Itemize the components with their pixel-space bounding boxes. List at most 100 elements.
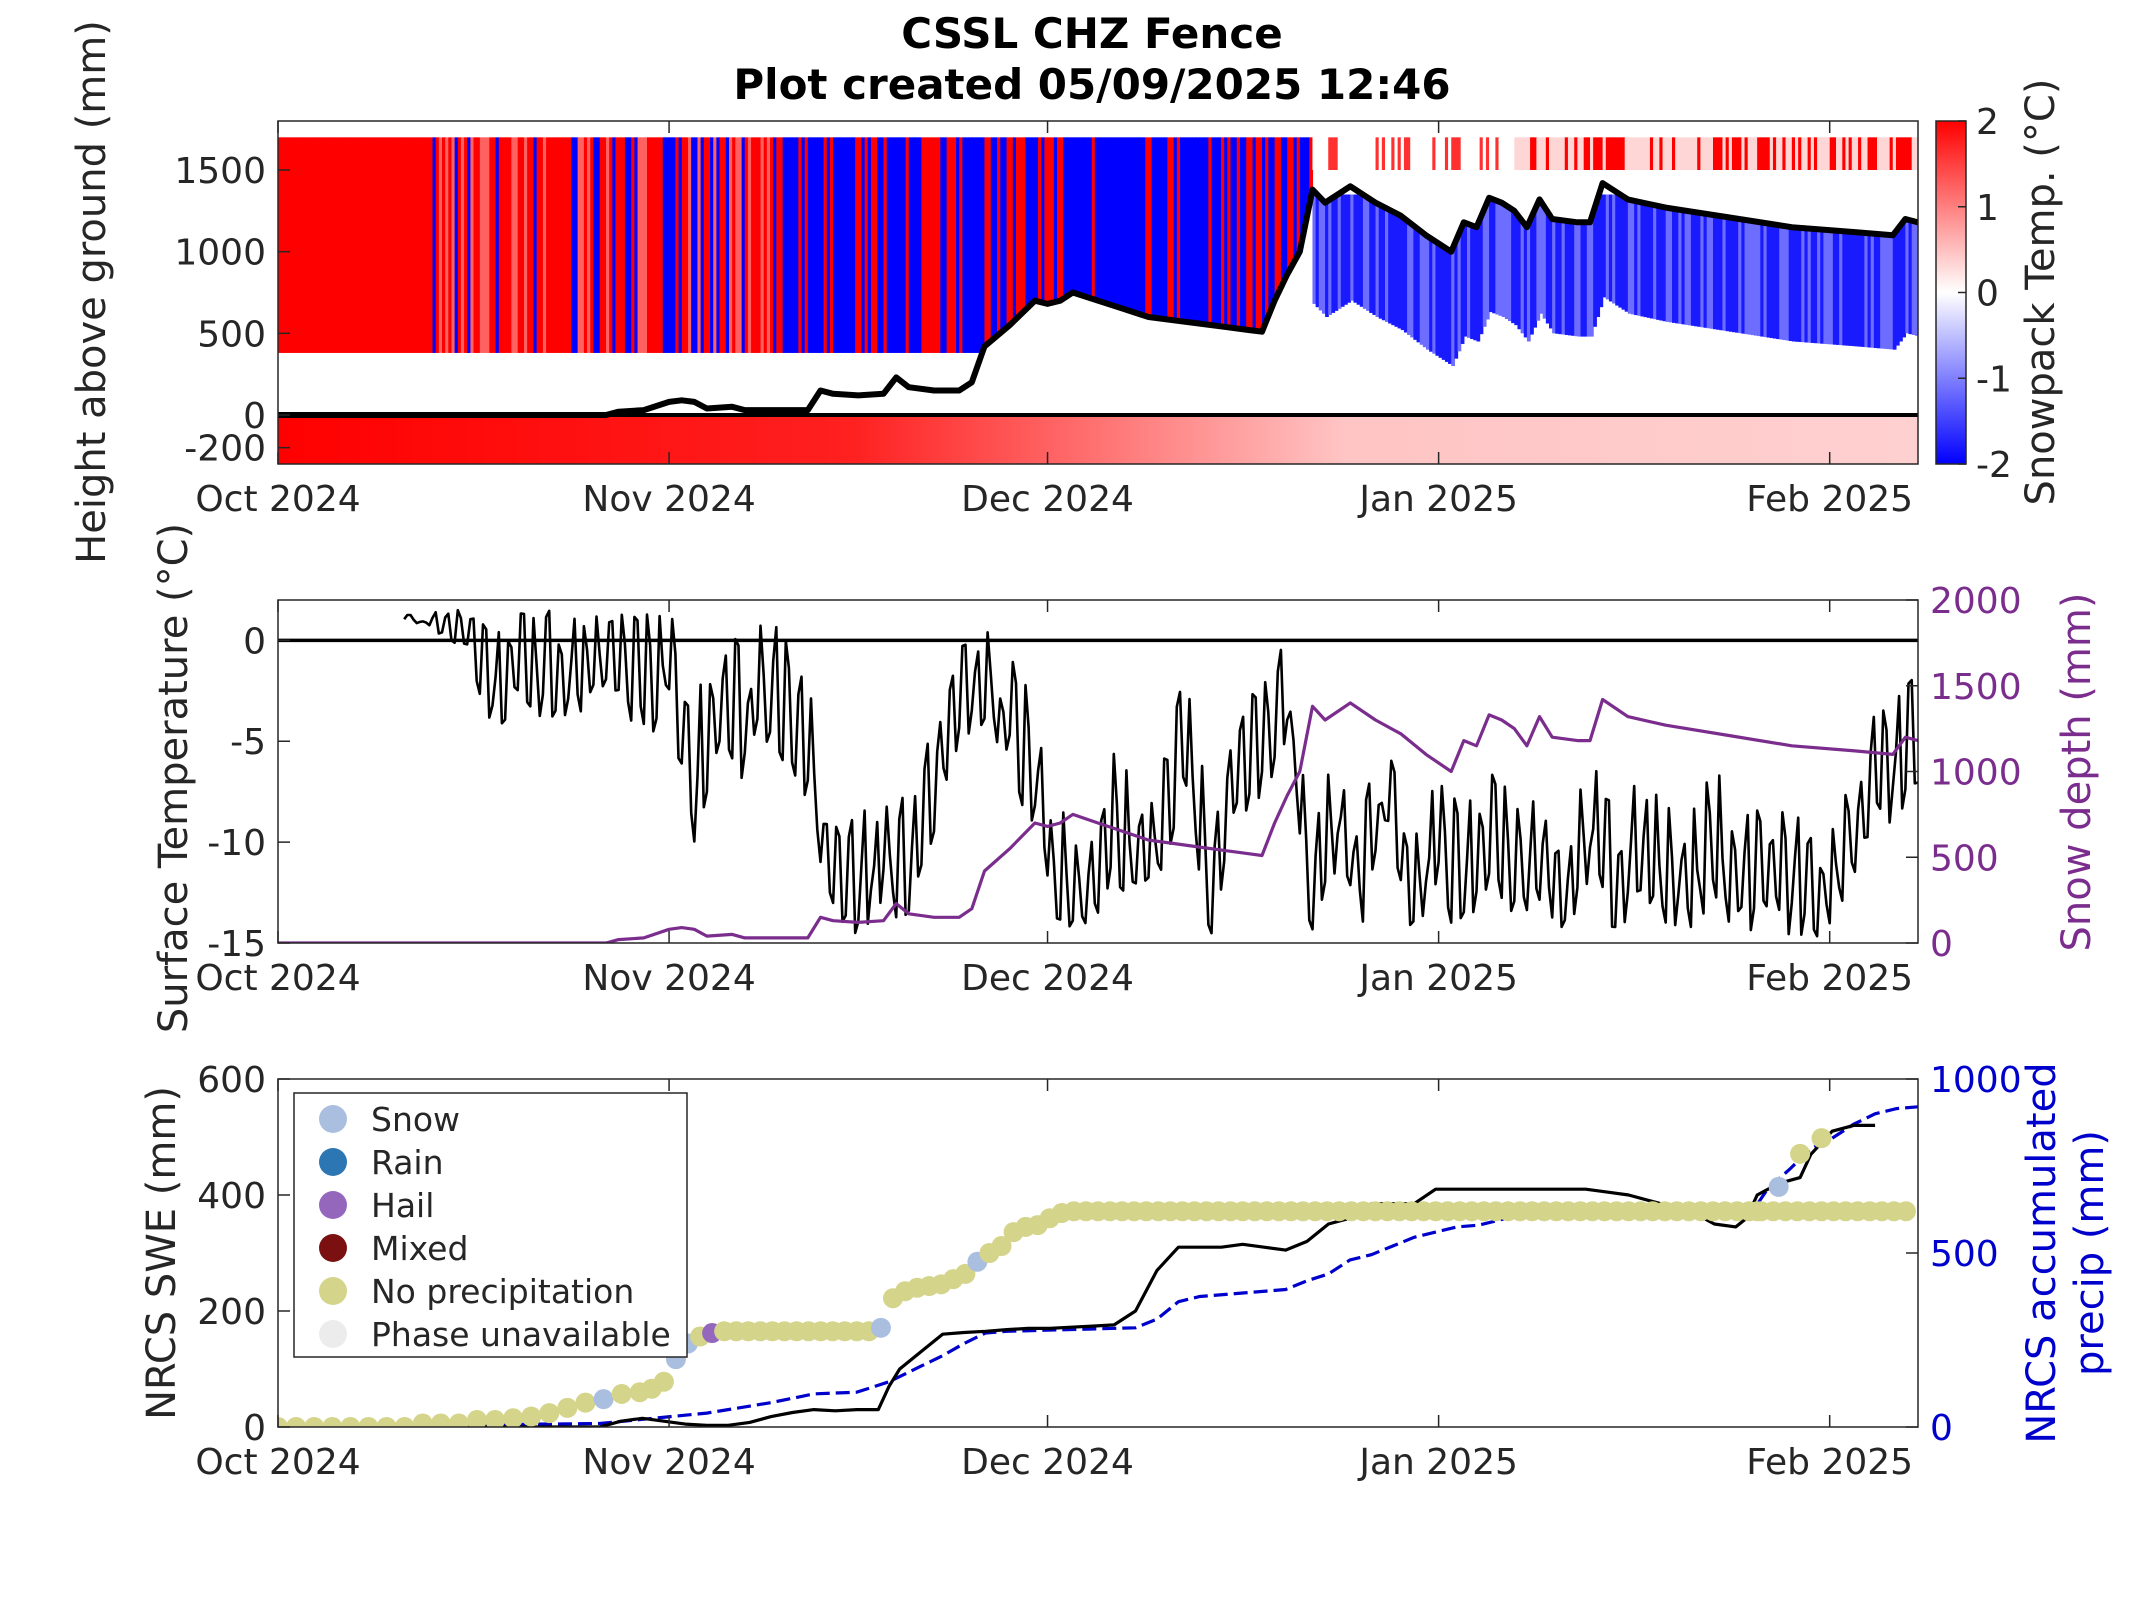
air-sensor-column	[848, 137, 853, 353]
air-sensor-column	[1180, 137, 1184, 322]
air-sensor-column	[1451, 137, 1455, 170]
air-sensor-column	[1148, 137, 1153, 317]
air-sensor-column	[1867, 137, 1872, 170]
air-sensor-column	[1098, 137, 1102, 301]
snowpack-column	[1826, 229, 1831, 345]
snowpack-column	[1041, 302, 1045, 415]
air-sensor-column	[1858, 137, 1862, 170]
air-sensor-column	[902, 137, 907, 353]
snowpack-column	[1738, 218, 1742, 334]
air-sensor-column	[1880, 137, 1884, 170]
snowpack-column	[1391, 210, 1396, 326]
precip-phase-point	[870, 1317, 891, 1338]
snowpack-column	[1463, 222, 1468, 337]
panel1-x-ticks: Oct 2024 Nov 2024 Dec 2024 Jan 2025 Feb 2025	[195, 121, 1913, 520]
snowpack-column	[1173, 320, 1178, 415]
snowpack-column	[1495, 200, 1500, 315]
air-sensor-column	[565, 137, 569, 353]
air-sensor-column	[1902, 137, 1906, 170]
air-sensor-column	[1646, 137, 1651, 170]
air-sensor-column	[965, 137, 970, 353]
air-sensor-column	[1151, 137, 1156, 318]
air-sensor-column	[1091, 137, 1096, 299]
air-sensor-column	[552, 137, 557, 353]
panel3-y2-ticks: 0 500 1000	[1906, 1060, 2022, 1449]
air-sensor-column	[1205, 137, 1209, 325]
snowpack-column	[1596, 202, 1601, 317]
snowpack-column	[1470, 224, 1474, 340]
colorbar-tick-label: -2	[1976, 445, 2012, 486]
air-sensor-column	[363, 137, 367, 353]
air-sensor-column	[322, 137, 326, 353]
air-sensor-column	[1145, 137, 1150, 316]
air-sensor-column	[1344, 137, 1348, 170]
snowpack-column	[1520, 219, 1525, 334]
air-sensor-column	[1479, 137, 1484, 170]
air-sensor-column	[290, 137, 295, 353]
air-sensor-column	[1249, 137, 1254, 331]
air-sensor-column	[1388, 137, 1392, 170]
air-sensor-column	[934, 137, 938, 353]
air-sensor-column	[1766, 137, 1771, 170]
snowpack-column	[1429, 237, 1433, 352]
snowpack-column	[1508, 206, 1512, 322]
x-tick-label: Jan 2025	[1357, 1442, 1518, 1483]
air-sensor-column	[609, 137, 613, 353]
snowpack-column	[990, 341, 995, 415]
snowpack-column	[1798, 227, 1802, 342]
air-sensor-column	[1899, 137, 1903, 170]
air-sensor-column	[1839, 137, 1843, 170]
air-sensor-column	[722, 137, 727, 353]
panel2-x-ticks: Oct 2024 Nov 2024 Dec 2024 Jan 2025 Feb 2025	[195, 600, 1913, 999]
air-sensor-column	[460, 137, 465, 353]
snowpack-column	[1044, 303, 1049, 415]
snowpack-column	[1003, 330, 1008, 415]
snowpack-column	[1467, 223, 1471, 338]
snowpack-column	[1325, 202, 1329, 317]
precip-phase-point	[955, 1263, 976, 1284]
snowpack-column	[1227, 327, 1232, 415]
y-tick-label: 400	[197, 1176, 266, 1217]
air-sensor-column	[993, 137, 998, 339]
air-sensor-column	[315, 137, 320, 353]
snowpack-column	[1239, 328, 1244, 415]
air-sensor-column	[293, 137, 298, 353]
snowpack-column	[1217, 325, 1222, 415]
air-sensor-column	[744, 137, 749, 353]
legend-label-unavailable: Phase unavailable	[371, 1315, 671, 1354]
snowpack-column	[1785, 226, 1790, 341]
y2-tick-label: 1000	[1930, 753, 2022, 794]
air-sensor-column	[1403, 137, 1408, 170]
snowpack-column	[1372, 200, 1377, 315]
air-sensor-column	[1381, 137, 1386, 170]
air-sensor-column	[870, 137, 875, 353]
air-sensor-column	[1627, 137, 1632, 170]
air-sensor-column	[1861, 137, 1865, 170]
air-sensor-column	[691, 137, 695, 353]
air-sensor-column	[1508, 137, 1512, 170]
air-sensor-column	[1725, 137, 1730, 170]
air-sensor-column	[1233, 137, 1238, 329]
air-sensor-column	[615, 137, 620, 353]
air-sensor-column	[1044, 137, 1049, 304]
snowpack-column	[1839, 230, 1843, 346]
air-sensor-column	[1536, 137, 1541, 170]
air-sensor-column	[899, 137, 904, 353]
air-sensor-column	[829, 137, 834, 353]
y-tick-label: 600	[197, 1060, 266, 1101]
air-sensor-column	[1088, 137, 1093, 298]
snowpack-column	[1561, 220, 1566, 335]
snowpack-column	[1262, 331, 1266, 415]
air-sensor-column	[908, 137, 913, 353]
panel1-frame	[277, 120, 1919, 465]
snowpack-column	[1533, 213, 1537, 328]
air-sensor-column	[1022, 137, 1027, 313]
air-sensor-column	[1593, 137, 1597, 170]
snowpack-column	[1284, 281, 1288, 396]
air-sensor-column	[1779, 137, 1783, 170]
snowpack-column	[1678, 209, 1683, 324]
air-sensor-column	[956, 137, 960, 353]
snowpack-column	[997, 335, 1001, 415]
snowpack-column	[1649, 204, 1654, 319]
